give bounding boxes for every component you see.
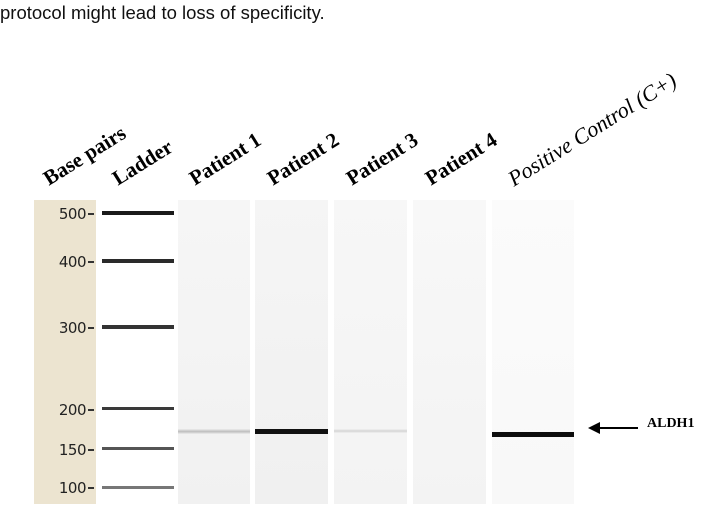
ladder-band-300	[102, 325, 174, 329]
band-patient-3	[334, 429, 407, 433]
tick-label-500: 500	[58, 205, 87, 223]
band-patient-2	[255, 429, 328, 434]
tick-label-400: 400	[58, 253, 87, 271]
base-pair-panel: 500 400 300 200 150 100	[34, 200, 96, 504]
tick-dash-100	[88, 487, 94, 489]
lane-patient-1	[178, 200, 250, 504]
tick-dash-150	[88, 449, 94, 451]
label-patient-2: Patient 2	[262, 127, 344, 191]
band-patient-1	[178, 429, 250, 434]
ladder-band-100	[102, 486, 174, 489]
caption-text: protocol might lead to loss of specifici…	[0, 2, 325, 23]
tick-label-100: 100	[58, 479, 87, 497]
label-positive-control: Positive Control (C+)	[503, 67, 681, 192]
tick-label-150: 150	[58, 441, 87, 459]
lane-ladder	[102, 200, 174, 504]
band-label-aldh1: ALDH1	[647, 416, 695, 431]
lane-patient-2	[255, 200, 328, 504]
label-patient-3: Patient 3	[341, 127, 423, 191]
ladder-band-150	[102, 447, 174, 450]
lane-positive-control	[492, 200, 574, 504]
tick-label-300: 300	[58, 319, 87, 337]
label-patient-1: Patient 1	[184, 127, 266, 191]
tick-dash-200	[88, 409, 94, 411]
lane-patient-4	[413, 200, 486, 504]
tick-dash-300	[88, 327, 94, 329]
ladder-band-500	[102, 211, 174, 215]
ladder-band-400	[102, 259, 174, 263]
tick-label-200: 200	[58, 401, 87, 419]
lane-patient-3	[334, 200, 407, 504]
tick-dash-500	[88, 213, 94, 215]
arrow-left-icon	[588, 422, 638, 434]
label-patient-4: Patient 4	[420, 127, 502, 191]
ladder-band-200	[102, 407, 174, 410]
band-positive-control	[492, 432, 574, 437]
tick-dash-400	[88, 261, 94, 263]
